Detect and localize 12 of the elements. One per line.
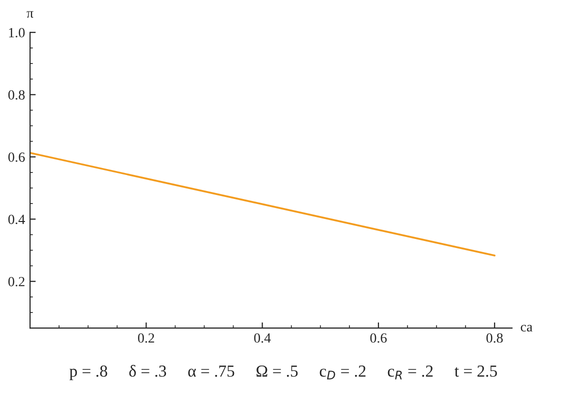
y-axis-title: π (26, 11, 34, 18)
y-tick-label: 1.0 (9, 28, 25, 38)
x-axis-title: ca (520, 324, 532, 332)
y-tick-label: 0.2 (8, 276, 24, 286)
x-tick-label: 0.2 (138, 333, 154, 343)
x-tick-label: 0.6 (370, 333, 387, 343)
y-tick-label: 0.4 (8, 214, 25, 224)
y-tick-label: 0.6 (8, 152, 25, 162)
y-tick-label: 0.8 (8, 90, 25, 100)
x-tick-label: 0.4 (254, 333, 271, 343)
x-tick-label: 0.8 (486, 333, 503, 343)
text: p = .8 δ = .3 α = .75 Ω = .5 c$_{D}$ = .2 c$_{R}$ = .2 t = 2.5 (70, 364, 497, 380)
